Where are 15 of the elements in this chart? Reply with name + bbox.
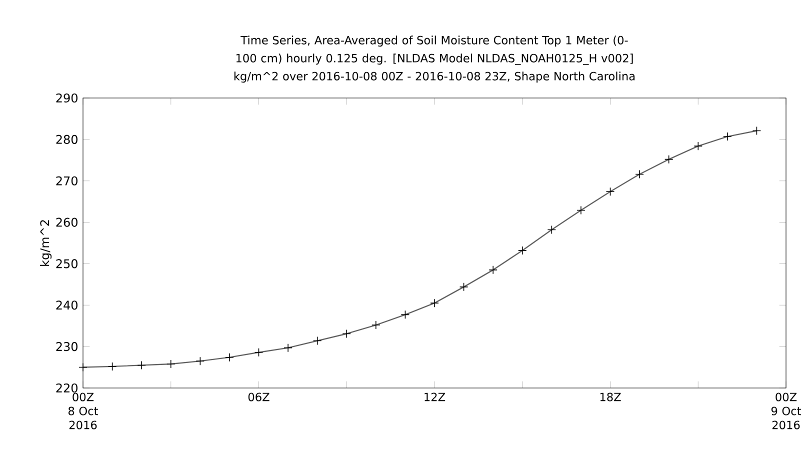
y-tick-label: 270 [56, 176, 78, 186]
y-tick-label: 240 [56, 300, 78, 310]
x-tick-label: 00Z 8 Oct 2016 [68, 392, 98, 430]
chart-title: Time Series, Area-Averaged of Soil Moisture Content Top 1 Meter (0-100 cm) hourly 0.125 deg. [NLDAS Model NLDAS_NOAH0125_H v002] kg/m^2 over 2016-10-08 00Z - 2016-10-08 23Z, Shape North Carolina [234, 36, 635, 83]
y-tick-label: 290 [56, 93, 78, 103]
x-tick-label: 06Z [248, 392, 270, 402]
x-tick-label: 12Z [424, 392, 446, 402]
y-tick-label: 220 [56, 383, 78, 393]
x-tick-label: 00Z 9 Oct 2016 [771, 392, 802, 430]
y-tick-label: 230 [56, 342, 78, 352]
x-tick-label: 18Z [600, 392, 621, 402]
y-axis-title: kg/m^2 [40, 220, 52, 266]
y-tick-label: 250 [56, 259, 78, 268]
y-tick-label: 260 [56, 218, 78, 227]
y-tick-label: 280 [56, 134, 78, 144]
